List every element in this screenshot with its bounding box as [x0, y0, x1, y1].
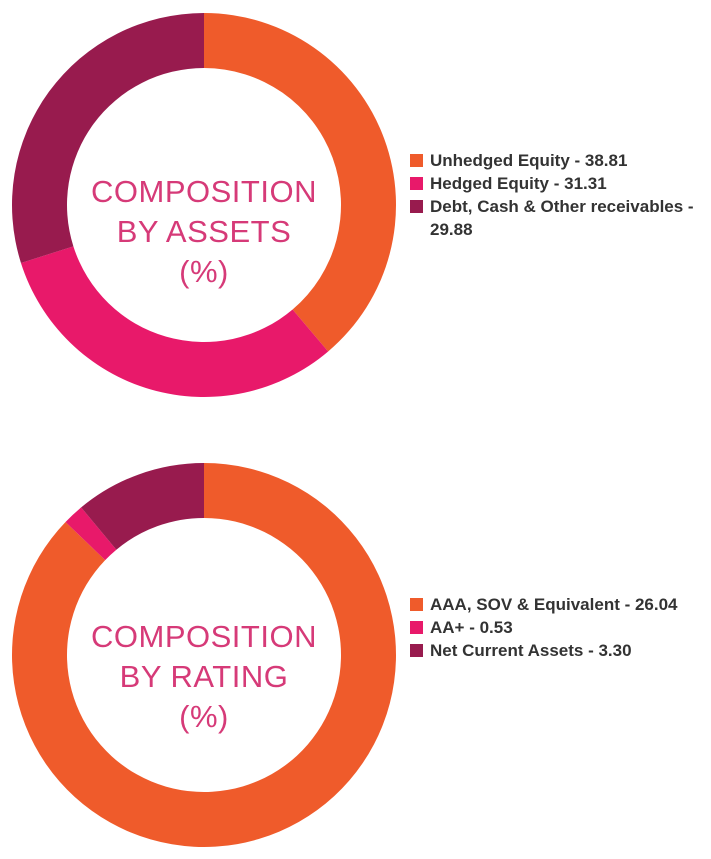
donut-slice-debt-cash-other-receivables	[12, 13, 205, 263]
legend-item: AA+ - 0.53	[410, 616, 710, 639]
donut-slice-net-current-assets	[81, 463, 204, 550]
rating-legend: AAA, SOV & Equivalent - 26.04 AA+ - 0.53…	[410, 593, 710, 662]
legend-item: Net Current Assets - 3.30	[410, 639, 710, 662]
legend-item: Debt, Cash & Other receivables - 29.88	[410, 195, 710, 241]
legend-swatch	[410, 200, 423, 213]
assets-composition-chart: COMPOSITION BY ASSETS (%) Unhedged Equit…	[0, 0, 711, 400]
rating-composition-chart: COMPOSITION BY RATING (%) AAA, SOV & Equ…	[0, 450, 711, 850]
assets-legend: Unhedged Equity - 38.81 Hedged Equity - …	[410, 149, 710, 241]
legend-swatch	[410, 644, 423, 657]
legend-label: Net Current Assets - 3.30	[430, 641, 632, 660]
donut-slice-aa	[65, 507, 117, 561]
legend-swatch	[410, 598, 423, 611]
legend-swatch	[410, 177, 423, 190]
legend-label: AA+ - 0.53	[430, 618, 513, 637]
donut-slice-unhedged-equity	[204, 13, 396, 352]
rating-center-title: COMPOSITION BY RATING (%)	[91, 619, 317, 734]
legend-item: Unhedged Equity - 38.81	[410, 149, 710, 172]
legend-item: AAA, SOV & Equivalent - 26.04	[410, 593, 710, 616]
legend-label: Hedged Equity - 31.31	[430, 174, 607, 193]
legend-swatch	[410, 621, 423, 634]
assets-donut	[12, 13, 396, 397]
rating-donut	[11, 463, 397, 847]
legend-swatch	[410, 154, 423, 167]
legend-label: Unhedged Equity - 38.81	[430, 151, 628, 170]
legend-item: Hedged Equity - 31.31	[410, 172, 710, 195]
assets-center-title: COMPOSITION BY ASSETS (%)	[91, 174, 317, 289]
legend-label: AAA, SOV & Equivalent - 26.04	[430, 595, 678, 614]
legend-label: Debt, Cash & Other receivables - 29.88	[430, 197, 694, 239]
donut-slice-hedged-equity	[20, 246, 329, 397]
